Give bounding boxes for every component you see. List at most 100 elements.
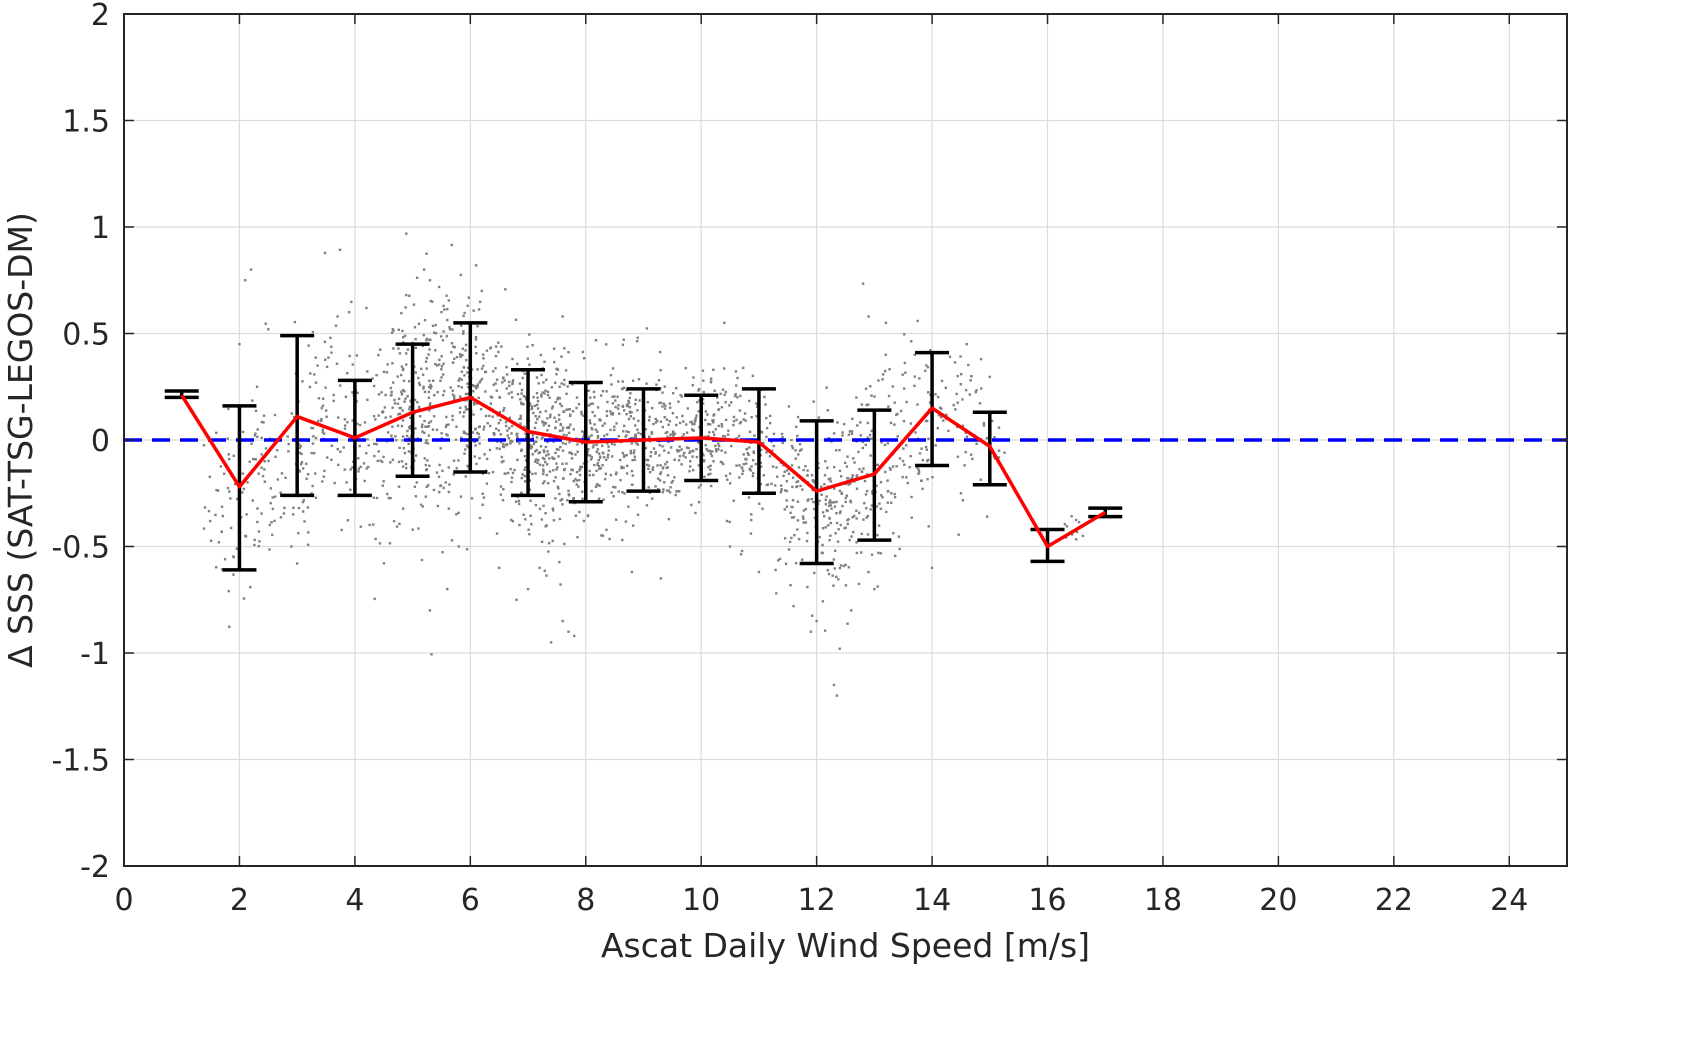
scatter-point-1244 xyxy=(596,436,600,439)
scatter-point-1168 xyxy=(600,534,603,537)
scatter-point-319 xyxy=(368,523,371,527)
scatter-point-1732 xyxy=(759,482,762,486)
scatter-point-1668 xyxy=(751,459,755,462)
scatter-point-2265 xyxy=(809,630,813,633)
scatter-point-1666 xyxy=(765,435,768,439)
scatter-point-2205 xyxy=(956,374,959,378)
scatter-point-1991 xyxy=(851,417,854,420)
scatter-point-60 xyxy=(267,459,270,463)
scatter-point-767 xyxy=(544,410,548,413)
scatter-point-514 xyxy=(448,326,451,329)
scatter-point-1858 xyxy=(787,472,791,475)
scatter-point-417 xyxy=(400,311,403,315)
scatter-point-70 xyxy=(256,520,259,524)
scatter-point-770 xyxy=(507,392,511,395)
scatter-point-0 xyxy=(227,457,231,461)
scatter-point-489 xyxy=(438,363,441,366)
scatter-point-628 xyxy=(478,442,481,445)
scatter-point-515 xyxy=(435,471,439,474)
scatter-point-1475 xyxy=(672,430,675,433)
scatter-point-1774 xyxy=(772,432,776,436)
scatter-point-1681 xyxy=(734,393,737,396)
scatter-point-1205 xyxy=(590,489,593,493)
scatter-point-1432 xyxy=(634,398,637,401)
scatter-point-1364 xyxy=(633,455,637,458)
scatter-point-1854 xyxy=(827,478,830,481)
scatter-point-2002 xyxy=(879,507,883,511)
scatter-point-606 xyxy=(465,398,468,402)
scatter-point-650 xyxy=(466,464,469,468)
scatter-point-2019 xyxy=(856,424,859,427)
scatter-point-2111 xyxy=(861,282,865,285)
scatter-point-1189 xyxy=(614,405,617,409)
scatter-point-1344 xyxy=(622,455,626,459)
scatter-point-372 xyxy=(404,397,407,400)
scatter-point-599 xyxy=(458,353,462,356)
scatter-point-941 xyxy=(556,396,560,399)
scatter-point-1597 xyxy=(688,451,691,455)
scatter-point-775 xyxy=(534,460,537,463)
scatter-point-1987 xyxy=(892,532,895,535)
x-tick-label-10: 20 xyxy=(1259,883,1297,918)
scatter-point-275 xyxy=(401,419,405,422)
scatter-point-703 xyxy=(455,467,458,470)
scatter-point-675 xyxy=(476,383,479,386)
scatter-point-218 xyxy=(377,393,381,396)
scatter-point-685 xyxy=(471,384,474,387)
scatter-point-1382 xyxy=(609,410,612,413)
scatter-point-613 xyxy=(464,448,467,451)
scatter-point-1875 xyxy=(825,509,828,512)
scatter-point-1883 xyxy=(827,504,831,508)
scatter-point-1846 xyxy=(791,476,795,479)
scatter-point-840 xyxy=(516,435,519,439)
scatter-point-1656 xyxy=(724,401,727,404)
scatter-point-1731 xyxy=(762,474,766,477)
scatter-point-996 xyxy=(531,433,535,437)
scatter-point-2001 xyxy=(846,522,849,526)
scatter-point-977 xyxy=(541,436,544,439)
scatter-point-1035 xyxy=(566,385,569,388)
scatter-point-1184 xyxy=(567,489,570,493)
scatter-point-1968 xyxy=(838,566,842,570)
scatter-point-1644 xyxy=(754,462,757,466)
scatter-point-1780 xyxy=(798,443,802,446)
scatter-point-477 xyxy=(440,365,444,368)
scatter-point-1284 xyxy=(625,412,628,416)
scatter-point-124 xyxy=(312,435,315,438)
scatter-point-743 xyxy=(501,381,504,384)
scatter-point-636 xyxy=(441,339,445,342)
scatter-point-1900 xyxy=(827,524,830,527)
scatter-point-1262 xyxy=(621,380,624,383)
scatter-point-243 xyxy=(346,519,350,522)
scatter-point-1019 xyxy=(567,494,571,497)
scatter-point-1977 xyxy=(870,553,874,556)
scatter-point-89 xyxy=(260,420,264,424)
scatter-point-1702 xyxy=(720,449,723,452)
scatter-point-268 xyxy=(373,442,376,446)
scatter-point-1886 xyxy=(826,569,829,572)
scatter-point-1378 xyxy=(635,441,638,445)
scatter-point-443 xyxy=(379,459,382,462)
scatter-point-1542 xyxy=(697,410,700,413)
scatter-point-446 xyxy=(406,395,409,398)
scatter-point-2200 xyxy=(961,499,965,502)
scatter-point-556 xyxy=(428,409,431,412)
scatter-point-1865 xyxy=(785,489,788,493)
scatter-point-2085 xyxy=(899,409,903,413)
scatter-point-1831 xyxy=(794,561,798,565)
scatter-point-2047 xyxy=(853,461,856,464)
scatter-point-1838 xyxy=(828,499,832,502)
scatter-point-74 xyxy=(268,548,271,551)
scatter-point-500 xyxy=(443,308,446,311)
scatter-point-33 xyxy=(241,491,244,494)
scatter-point-1880 xyxy=(833,567,836,570)
scatter-point-828 xyxy=(528,363,531,366)
scatter-point-1556 xyxy=(658,444,662,447)
scatter-point-239 xyxy=(342,446,345,449)
scatter-point-1930 xyxy=(840,492,843,496)
scatter-point-1054 xyxy=(543,569,546,573)
scatter-point-1074 xyxy=(551,405,555,408)
scatter-point-177 xyxy=(340,528,343,532)
scatter-point-2269 xyxy=(835,694,839,697)
scatter-point-2030 xyxy=(880,494,883,497)
